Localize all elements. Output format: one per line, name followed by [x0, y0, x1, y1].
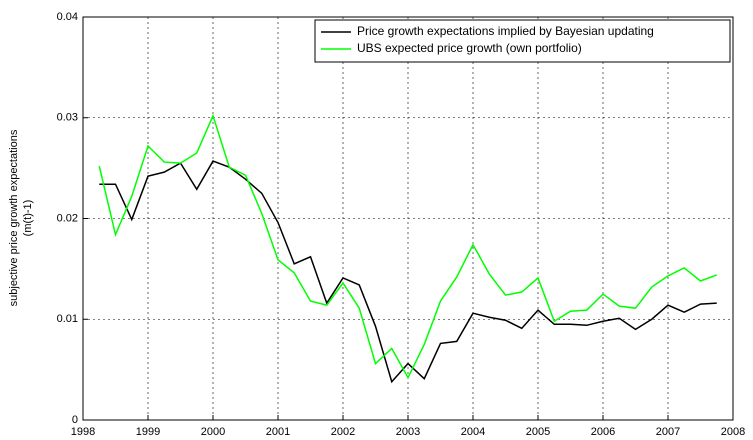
- y-tick-label: 0: [72, 414, 78, 426]
- y-tick-label: 0.04: [57, 11, 78, 23]
- x-tick-label: 2004: [461, 426, 485, 438]
- legend-label: UBS expected price growth (own portfolio…: [357, 41, 582, 55]
- y-axis-label: (m(t)-1): [22, 200, 34, 237]
- legend-label: Price growth expectations implied by Bay…: [357, 24, 654, 38]
- series-line: [99, 160, 717, 384]
- x-tick-label: 2001: [266, 426, 290, 438]
- y-tick-label: 0.03: [57, 112, 78, 124]
- x-tick-label: 2002: [331, 426, 355, 438]
- x-tick-label: 2008: [721, 426, 745, 438]
- x-tick-label: 2007: [656, 426, 680, 438]
- y-tick-label: 0.01: [57, 313, 78, 325]
- x-tick-label: 1998: [71, 426, 95, 438]
- x-tick-label: 2000: [201, 426, 225, 438]
- legend-box: [314, 19, 731, 63]
- y-tick-label: 0.02: [57, 212, 78, 224]
- x-tick-label: 2003: [396, 426, 420, 438]
- y-axis-label: subjective price growth expectations: [8, 129, 20, 306]
- plot-frame: [82, 16, 734, 421]
- x-tick-label: 2006: [591, 426, 615, 438]
- x-tick-label: 2005: [526, 426, 550, 438]
- x-tick-label: 1999: [136, 426, 160, 438]
- series-line: [98, 113, 718, 380]
